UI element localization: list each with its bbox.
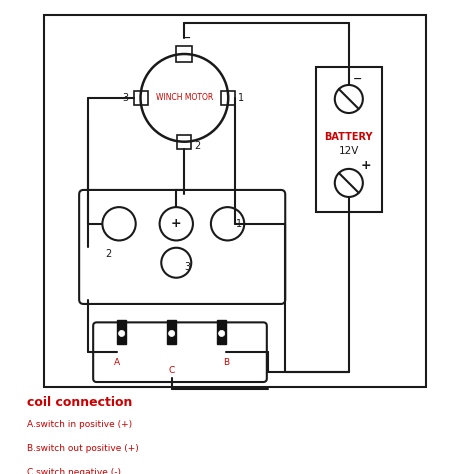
Text: +: + bbox=[361, 159, 372, 172]
Text: C: C bbox=[169, 366, 175, 375]
Text: 3: 3 bbox=[122, 93, 128, 103]
Bar bbox=[167, 320, 176, 344]
Text: WINCH MOTOR: WINCH MOTOR bbox=[156, 93, 213, 102]
Text: +: + bbox=[171, 217, 182, 230]
Bar bbox=[134, 91, 147, 105]
Text: B.switch out positive (+): B.switch out positive (+) bbox=[27, 444, 138, 453]
Bar bbox=[44, 15, 426, 387]
Text: 2: 2 bbox=[105, 249, 111, 259]
Text: coil connection: coil connection bbox=[27, 396, 132, 409]
Text: BATTERY: BATTERY bbox=[325, 132, 373, 142]
Circle shape bbox=[118, 330, 125, 337]
Circle shape bbox=[219, 330, 225, 337]
Text: B: B bbox=[223, 358, 229, 367]
Bar bbox=[316, 67, 382, 212]
Bar bbox=[221, 91, 235, 105]
Text: 1: 1 bbox=[238, 93, 245, 103]
Text: 12V: 12V bbox=[338, 146, 359, 156]
Circle shape bbox=[169, 330, 175, 337]
Text: 2: 2 bbox=[194, 141, 201, 151]
Text: −: − bbox=[353, 73, 362, 83]
Text: C.switch negative (-): C.switch negative (-) bbox=[27, 468, 120, 474]
Text: 1: 1 bbox=[236, 219, 242, 229]
Bar bbox=[117, 320, 127, 344]
Text: A: A bbox=[114, 358, 120, 367]
Text: 3: 3 bbox=[184, 262, 190, 272]
Bar bbox=[177, 135, 191, 149]
Text: A.switch in positive (+): A.switch in positive (+) bbox=[27, 420, 132, 429]
Text: −: − bbox=[182, 33, 191, 43]
Bar bbox=[176, 46, 192, 62]
Bar bbox=[217, 320, 227, 344]
